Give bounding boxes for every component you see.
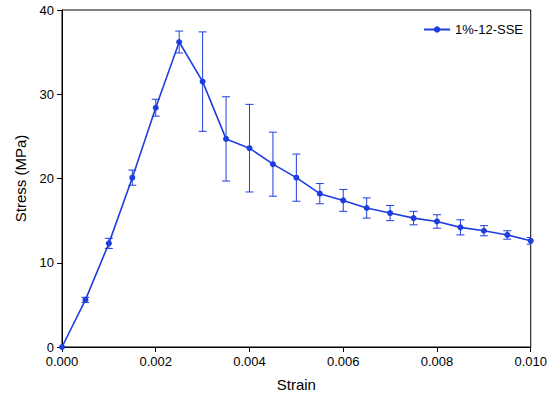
svg-text:0.006: 0.006 bbox=[327, 354, 360, 369]
svg-text:0.010: 0.010 bbox=[514, 354, 547, 369]
svg-text:0: 0 bbox=[47, 340, 54, 355]
svg-text:20: 20 bbox=[40, 171, 54, 186]
svg-text:1%-12-SSE: 1%-12-SSE bbox=[455, 22, 523, 37]
svg-text:10: 10 bbox=[40, 255, 54, 270]
svg-text:0.004: 0.004 bbox=[233, 354, 266, 369]
svg-text:40: 40 bbox=[40, 3, 54, 18]
svg-text:Strain: Strain bbox=[277, 376, 316, 393]
svg-text:30: 30 bbox=[40, 87, 54, 102]
svg-text:0.002: 0.002 bbox=[139, 354, 172, 369]
svg-text:0.000: 0.000 bbox=[46, 354, 79, 369]
svg-text:0.008: 0.008 bbox=[421, 354, 454, 369]
svg-text:Stress (MPa): Stress (MPa) bbox=[12, 135, 29, 223]
